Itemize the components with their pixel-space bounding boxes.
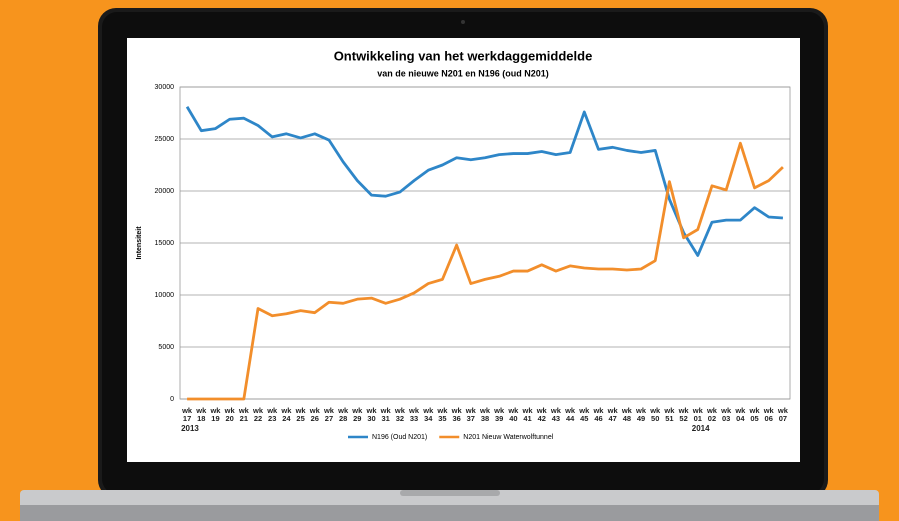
legend-label: N196 (Oud N201) xyxy=(372,434,427,441)
y-tick-label: 30000 xyxy=(155,84,175,91)
x-tick-label: wk 17 xyxy=(181,407,193,423)
x-tick-label: wk 33 xyxy=(408,407,420,423)
x-tick-label: wk 52 xyxy=(678,407,690,423)
x-tick-label: wk 46 xyxy=(592,407,604,423)
x-tick-label: wk 40 xyxy=(507,407,519,423)
x-tick-label: wk 48 xyxy=(621,407,633,423)
x-tick-label: wk 19 xyxy=(209,407,221,423)
x-tick-label: wk 43 xyxy=(550,407,562,423)
y-axis-title: Intensiteit xyxy=(136,226,143,260)
x-tick-label: wk 25 xyxy=(295,407,307,423)
year-label: 2013 xyxy=(181,424,199,433)
x-tick-label: wk 39 xyxy=(493,407,505,423)
x-tick-label: wk 32 xyxy=(394,407,406,423)
x-tick-label: wk 35 xyxy=(436,407,448,423)
laptop: Ontwikkeling van het werkdaggemiddelde v… xyxy=(0,0,899,521)
x-tick-label: wk 29 xyxy=(351,407,363,423)
x-tick-label: wk 45 xyxy=(578,407,590,423)
x-tick-label: wk 05 xyxy=(749,407,761,423)
x-tick-label: wk 01 xyxy=(692,407,704,423)
x-tick-label: wk 49 xyxy=(635,407,647,423)
x-tick-label: wk 42 xyxy=(536,407,548,423)
x-tick-label: wk 41 xyxy=(522,407,534,423)
screenshot: Ontwikkeling van het werkdaggemiddelde v… xyxy=(0,0,899,521)
y-tick-label: 20000 xyxy=(155,188,175,195)
x-tick-label: wk 27 xyxy=(323,407,335,423)
camera xyxy=(461,20,465,24)
chart-title: Ontwikkeling van het werkdaggemiddelde xyxy=(334,48,593,63)
x-tick-label: wk 18 xyxy=(195,407,207,423)
x-tick-label: wk 34 xyxy=(422,407,434,423)
x-tick-label: wk 30 xyxy=(366,407,378,423)
x-tick-label: wk 38 xyxy=(479,407,491,423)
y-tick-label: 0 xyxy=(170,396,174,403)
x-tick-label: wk 50 xyxy=(649,407,661,423)
x-tick-label: wk 02 xyxy=(706,407,718,423)
legend-label: N201 Nieuw Waterwolftunnel xyxy=(463,434,553,441)
chart-subtitle: van de nieuwe N201 en N196 (oud N201) xyxy=(377,68,549,78)
x-tick-label: wk 23 xyxy=(266,407,278,423)
x-tick-label: wk 36 xyxy=(451,407,463,423)
y-tick-label: 15000 xyxy=(155,240,175,247)
x-tick-label: wk 31 xyxy=(380,407,392,423)
y-tick-label: 10000 xyxy=(155,292,175,299)
x-tick-label: wk 28 xyxy=(337,407,349,423)
x-tick-label: wk 03 xyxy=(720,407,732,423)
y-tick-label: 5000 xyxy=(158,344,174,351)
y-tick-label: 25000 xyxy=(155,136,175,143)
x-tick-label: wk 44 xyxy=(564,407,576,423)
x-tick-label: wk 47 xyxy=(607,407,619,423)
x-tick-label: wk 04 xyxy=(734,407,746,423)
x-tick-label: wk 37 xyxy=(465,407,477,423)
x-tick-label: wk 06 xyxy=(763,407,775,423)
x-tick-label: wk 07 xyxy=(777,407,789,423)
laptop-base-shadow xyxy=(20,505,879,521)
year-label: 2014 xyxy=(692,424,710,433)
x-tick-label: wk 22 xyxy=(252,407,264,423)
laptop-notch xyxy=(400,490,500,496)
x-tick-label: wk 24 xyxy=(280,407,292,423)
x-tick-label: wk 20 xyxy=(224,407,236,423)
x-tick-label: wk 26 xyxy=(309,407,321,423)
x-tick-label: wk 21 xyxy=(238,407,250,423)
x-tick-label: wk 51 xyxy=(663,407,675,423)
